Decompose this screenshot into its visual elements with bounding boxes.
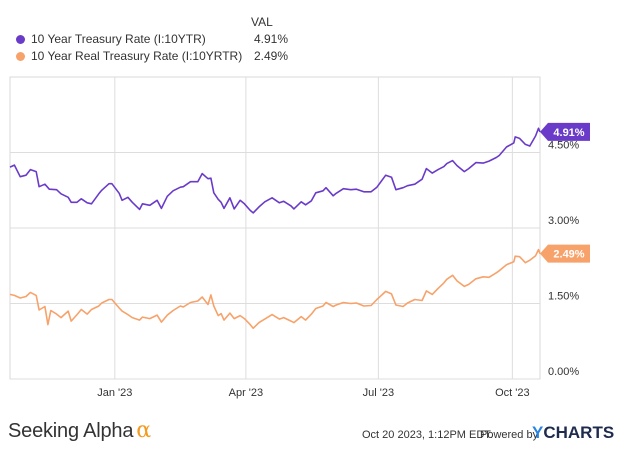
legend-series-value: 4.91% (253, 32, 288, 46)
x-tick-label: Oct '23 (495, 387, 530, 399)
y-tick-label: 4.50% (548, 140, 579, 152)
end-value-label: 4.91% (553, 127, 584, 139)
end-value-flag (540, 122, 590, 141)
end-value-flag (540, 244, 590, 263)
legend-value-header: VAL (251, 15, 273, 29)
series-dot-icon (16, 35, 25, 44)
seeking-alpha-logo: Seeking Alpha α (8, 418, 151, 443)
ycharts-y: Y (532, 423, 544, 442)
x-tick-label: Jan '23 (97, 387, 132, 399)
y-tick-label: 1.50% (548, 291, 579, 303)
series-line-10y-real-treasury (9, 248, 541, 329)
x-tick-label: Apr '23 (229, 387, 264, 399)
end-value-label: 2.49% (553, 249, 584, 261)
legend: VAL 10 Year Treasury Rate (I:10YTR) 4.91… (0, 0, 635, 70)
legend-series-name: 10 Year Real Treasury Rate (I:10YRTR) (31, 49, 243, 63)
series-dot-icon (16, 52, 25, 61)
x-tick-label: Jul '23 (363, 387, 394, 399)
alpha-icon: α (136, 418, 151, 443)
brand-name: Seeking Alpha (8, 420, 134, 442)
legend-series-value: 2.49% (253, 49, 288, 63)
ycharts-logo: YCHARTS (532, 423, 614, 443)
powered-by-label: Powered by (480, 429, 539, 441)
y-tick-label: 0.00% (548, 366, 579, 378)
legend-series-name: 10 Year Treasury Rate (I:10YTR) (31, 32, 206, 46)
y-tick-label: 3.00% (548, 215, 579, 227)
timestamp: Oct 20 2023, 1:12PM EDT. (362, 429, 493, 441)
series-line-10y-treasury (9, 127, 541, 214)
ycharts-wordmark: CHARTS (543, 423, 615, 442)
